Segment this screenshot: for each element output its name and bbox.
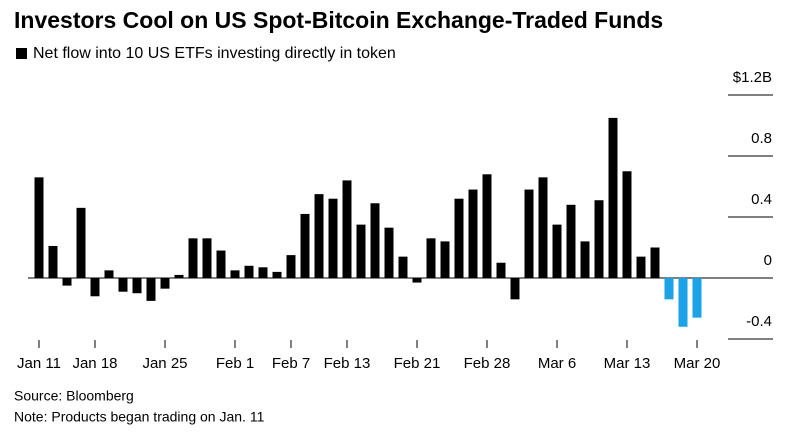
x-tick-label: Feb 1: [216, 355, 254, 372]
subtitle: Net flow into 10 US ETFs investing direc…: [33, 45, 396, 62]
bar: [216, 250, 226, 278]
y-tick-label: 0: [764, 252, 772, 269]
bar: [202, 238, 212, 278]
bar: [34, 177, 44, 278]
bar: [650, 247, 660, 278]
bar: [174, 274, 184, 278]
bar: [692, 277, 702, 318]
bar: [258, 267, 268, 278]
bar: [440, 241, 450, 278]
source: Source: Bloomberg: [14, 388, 134, 404]
bar: [384, 227, 394, 278]
legend-square: [16, 48, 27, 59]
bar: [188, 238, 198, 278]
x-tick-label: Mar 13: [604, 355, 651, 372]
bar: [314, 194, 324, 278]
bar: [608, 117, 618, 278]
bar: [622, 171, 632, 278]
bar: [566, 204, 576, 278]
bar: [160, 277, 170, 289]
bar: [118, 277, 128, 292]
bar: [342, 180, 352, 278]
bar: [664, 277, 674, 300]
bar: [146, 277, 156, 301]
x-tick-label: Mar 20: [674, 355, 721, 372]
x-tick-label: Feb 13: [324, 355, 371, 372]
bar: [594, 200, 604, 278]
bar: [412, 277, 422, 283]
bar: [90, 277, 100, 297]
y-tick-label: -0.4: [746, 313, 772, 330]
chart-title: Investors Cool on US Spot-Bitcoin Exchan…: [14, 7, 663, 33]
bar: [636, 256, 646, 278]
bar: [286, 255, 296, 278]
bar: [370, 203, 380, 278]
x-tick-label: Mar 6: [538, 355, 576, 372]
y-tick-label: 0.8: [751, 130, 772, 147]
bar: [244, 265, 254, 278]
x-tick-label: Jan 18: [72, 355, 117, 372]
bar: [468, 189, 478, 278]
bar: [132, 277, 142, 294]
bar: [398, 256, 408, 278]
bar: [230, 270, 240, 278]
bar: [454, 198, 464, 278]
bar: [538, 177, 548, 278]
y-tick-label: $1.2B: [733, 69, 772, 86]
bar: [552, 224, 562, 278]
bar: [328, 198, 338, 278]
y-tick-label: 0.4: [751, 191, 772, 208]
bar: [104, 270, 114, 278]
bar: [678, 277, 688, 327]
bar: [496, 262, 506, 278]
bar: [62, 277, 72, 286]
bar: [510, 277, 520, 300]
bar: [356, 224, 366, 278]
x-tick-label: Jan 25: [142, 355, 187, 372]
bar: [524, 189, 534, 278]
x-tick-label: Feb 21: [394, 355, 441, 372]
x-tick-label: Jan 11: [17, 355, 61, 372]
bar: [300, 213, 310, 278]
bar: [482, 174, 492, 278]
note: Note: Products began trading on Jan. 11: [14, 409, 265, 425]
bar: [48, 245, 58, 278]
x-tick-label: Feb 28: [464, 355, 511, 372]
bar: [580, 241, 590, 278]
bar: [76, 207, 86, 278]
x-tick-label: Feb 7: [272, 355, 310, 372]
bar: [272, 271, 282, 278]
bar: [426, 238, 436, 278]
